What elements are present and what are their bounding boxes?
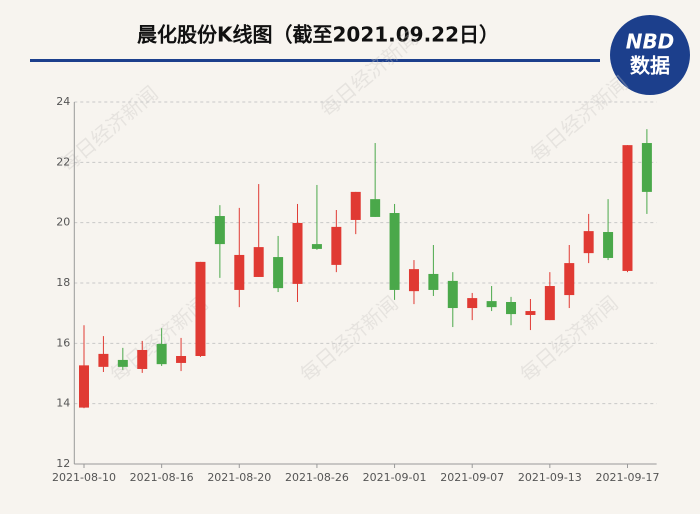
watermarks: 每日经济新闻 每日经济新闻 每日经济新闻 每日经济新闻 每日经济新闻 每日经济新… bbox=[55, 26, 632, 387]
watermark: 每日经济新闻 bbox=[295, 291, 402, 387]
candle-body bbox=[350, 191, 361, 220]
candle-body bbox=[506, 302, 517, 315]
candle-body bbox=[408, 269, 419, 292]
candle-body bbox=[544, 286, 555, 321]
candle-body bbox=[117, 359, 128, 367]
title-rule bbox=[30, 59, 600, 62]
x-tick-label: 2021-08-26 bbox=[285, 471, 349, 484]
y-tick-label: 24 bbox=[56, 95, 70, 108]
candle-body bbox=[331, 226, 342, 265]
candle-body bbox=[428, 273, 439, 290]
candle-body bbox=[447, 280, 458, 309]
chart-title: 晨化股份K线图（截至2021.09.22日） bbox=[137, 23, 499, 47]
x-tick-label: 2021-08-20 bbox=[207, 471, 271, 484]
logo bbox=[610, 15, 690, 95]
x-tick-label: 2021-09-01 bbox=[363, 471, 427, 484]
candle-body bbox=[253, 247, 264, 277]
candle-body bbox=[622, 145, 633, 271]
candle-body bbox=[195, 261, 206, 357]
x-tick-label: 2021-09-07 bbox=[440, 471, 504, 484]
x-tick-label: 2021-08-16 bbox=[130, 471, 194, 484]
watermark: 每日经济新闻 bbox=[525, 71, 632, 167]
candle-body bbox=[176, 356, 187, 363]
y-tick-label: 22 bbox=[56, 155, 70, 168]
candle-body bbox=[156, 343, 167, 365]
candle-body bbox=[79, 365, 90, 408]
candle-body bbox=[137, 349, 148, 369]
candle-body bbox=[641, 143, 652, 192]
candle-body bbox=[273, 257, 284, 289]
candle-body bbox=[525, 311, 536, 315]
candle-body bbox=[564, 263, 575, 296]
y-tick-label: 18 bbox=[56, 276, 70, 289]
candle-body bbox=[292, 222, 303, 284]
candle-body bbox=[214, 216, 225, 245]
candle-body bbox=[603, 232, 614, 258]
candle-body bbox=[98, 353, 109, 367]
candle-body bbox=[311, 244, 322, 249]
candle-body bbox=[370, 199, 381, 217]
logo-top: NBD bbox=[626, 30, 675, 54]
candle-body bbox=[467, 298, 478, 309]
y-tick-label: 12 bbox=[56, 457, 70, 470]
x-tick-label: 2021-08-10 bbox=[52, 471, 116, 484]
y-tick-label: 14 bbox=[56, 397, 70, 410]
x-tick-label: 2021-09-13 bbox=[518, 471, 582, 484]
y-tick-label: 20 bbox=[56, 216, 70, 229]
candle-body bbox=[583, 231, 594, 254]
logo-bottom: 数据 bbox=[630, 54, 670, 78]
candle-body bbox=[389, 213, 400, 290]
x-tick-label: 2021-09-17 bbox=[596, 471, 660, 484]
y-tick-label: 16 bbox=[56, 336, 70, 349]
candle-body bbox=[234, 254, 245, 290]
candle-body bbox=[486, 301, 497, 308]
